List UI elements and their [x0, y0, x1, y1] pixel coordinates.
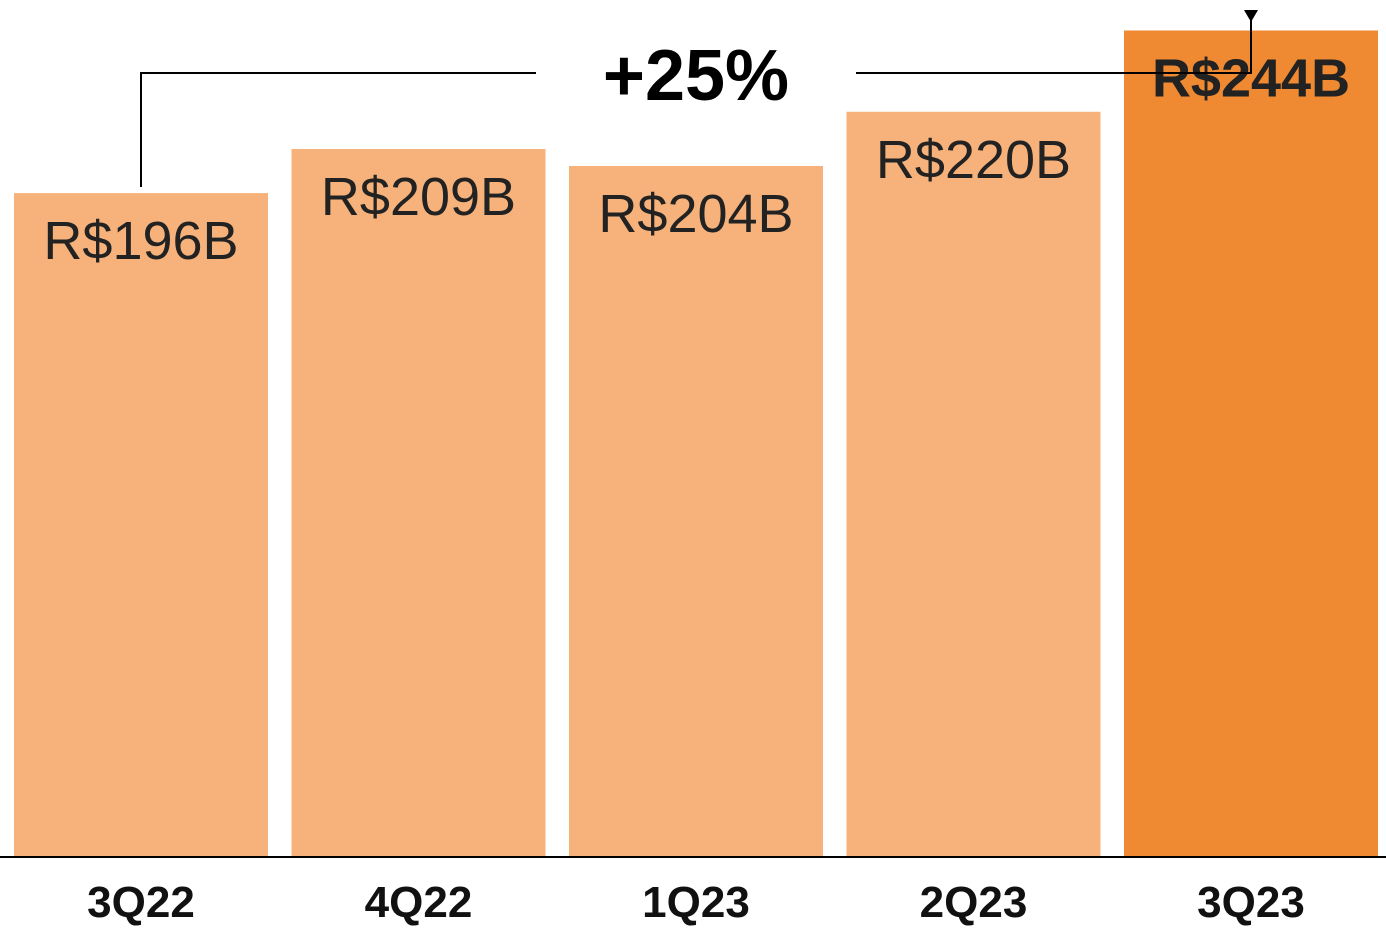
annotation-arrowhead — [1244, 10, 1258, 22]
x-tick-label-3q22: 3Q22 — [87, 878, 195, 927]
growth-percentage-label: +25% — [603, 36, 789, 116]
data-label-3q22: R$196B — [43, 211, 238, 271]
bar-1q23 — [569, 165, 823, 858]
annotation-bracket-right — [856, 12, 1252, 74]
data-label-4q22: R$209B — [321, 167, 516, 227]
data-label-2q23: R$220B — [876, 130, 1071, 190]
bar-4q22 — [291, 149, 546, 858]
annotation-bracket-left — [140, 72, 536, 187]
x-tick-label-4q22: 4Q22 — [365, 878, 473, 927]
growth-annotation: +25% — [140, 10, 1258, 187]
bar-3q23 — [1124, 30, 1378, 858]
data-label-1q23: R$204B — [598, 184, 793, 244]
bars-group: R$196B 3Q22 R$209B 4Q22 R$204B 1Q23 R$220B 2Q23… — [14, 30, 1378, 927]
x-tick-label-2q23: 2Q23 — [920, 878, 1028, 927]
x-tick-label-1q23: 1Q23 — [642, 878, 750, 927]
x-tick-label-3q23: 3Q23 — [1197, 878, 1305, 927]
bar-3q22 — [14, 193, 268, 858]
bar-2q23 — [846, 111, 1101, 858]
